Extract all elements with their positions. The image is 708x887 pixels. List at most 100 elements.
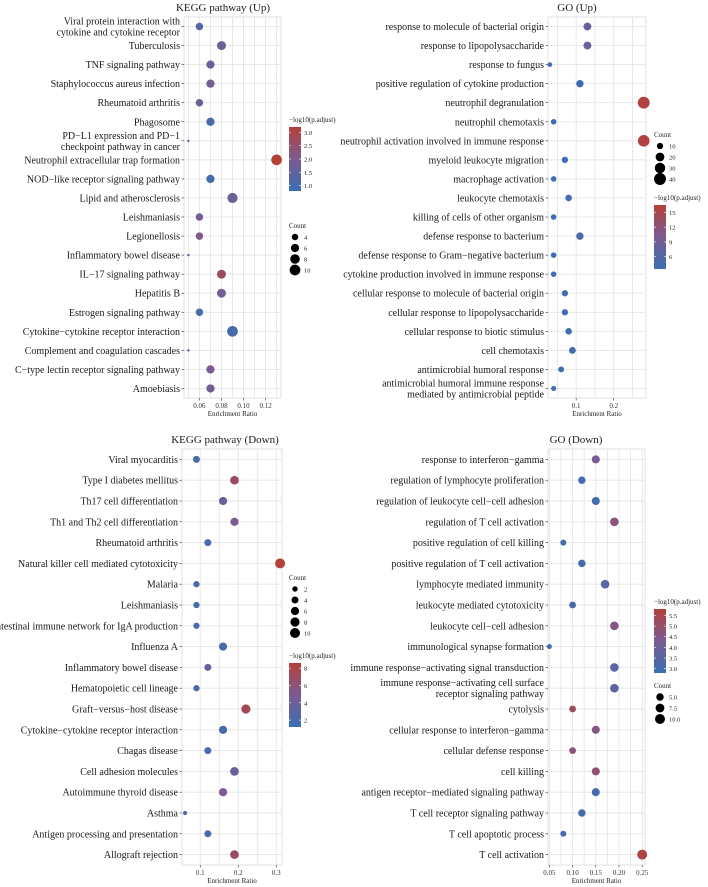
size-legend-dot xyxy=(290,628,300,638)
category-label: Intestinal immune network for IgA produc… xyxy=(0,621,178,632)
category-label-line: IL−17 signaling pathway xyxy=(79,270,180,281)
category-label-line: Hematopoietic cell lineage xyxy=(71,684,179,695)
color-legend-label: 9 xyxy=(669,239,672,246)
data-point xyxy=(195,308,204,317)
category-label: response to fungus xyxy=(469,60,544,71)
chart-title: KEGG pathway (Down) xyxy=(171,434,279,446)
category-label: immune response−activating signal transd… xyxy=(350,663,544,674)
category-label: cellular response to biotic stimulus xyxy=(405,327,545,338)
size-legend-dot xyxy=(290,254,300,264)
category-label: Asthma xyxy=(147,809,179,820)
category-label-line: cell chemotaxis xyxy=(482,346,545,357)
category-label: Lipid and atherosclerosis xyxy=(79,193,180,204)
data-point xyxy=(591,725,600,734)
category-label-line: Complement and coagulation cascades xyxy=(25,346,180,357)
color-legend-label: 2 xyxy=(304,718,307,725)
size-legend-label: 2 xyxy=(304,587,307,594)
category-label: positive regulation of cytokine producti… xyxy=(376,79,544,90)
category-label-line: antimicrobial humoral response xyxy=(417,365,544,376)
category-label-line: Leishmaniasis xyxy=(121,601,178,612)
category-label-line: TNF signaling pathway xyxy=(86,60,180,71)
color-legend-label: 4.5 xyxy=(669,634,677,641)
size-legend-dot xyxy=(290,243,300,253)
category-label: C−type lectin receptor signaling pathway xyxy=(15,365,180,376)
category-label: leukocyte cell−cell adhesion xyxy=(430,621,544,632)
data-point xyxy=(610,683,619,693)
category-label-line: response to interferon−gamma xyxy=(422,455,545,466)
category-label-line: neutrophil degranulation xyxy=(445,98,544,109)
category-label: positive regulation of cell killing xyxy=(413,538,544,549)
color-legend-title: −log10(p.adjust) xyxy=(654,194,701,202)
category-label: Tuberculosis xyxy=(129,41,180,52)
category-label: regulation of T cell activation xyxy=(426,517,544,528)
size-legend-dot xyxy=(654,173,666,185)
category-label-line: cellular response to molecule of bacteri… xyxy=(353,289,544,300)
size-legend-dot xyxy=(290,606,300,616)
data-point xyxy=(578,559,586,568)
color-legend-label: 2.5 xyxy=(304,143,312,150)
category-label-line: Asthma xyxy=(147,809,179,820)
category-label-line: cytolysis xyxy=(508,705,544,716)
category-label-line: Th1 and Th2 cell differentiation xyxy=(50,517,178,528)
category-label: Malaria xyxy=(147,580,179,591)
data-point xyxy=(569,705,576,713)
data-point xyxy=(591,455,600,464)
category-label: cell killing xyxy=(501,767,544,778)
category-label-line: response to molecule of bacterial origin xyxy=(385,22,544,33)
data-point xyxy=(578,809,586,817)
color-legend-label: 1.0 xyxy=(304,183,312,190)
color-legend-label: 15 xyxy=(669,210,676,217)
data-point xyxy=(195,98,204,107)
category-label: Leishmaniasis xyxy=(121,601,178,612)
category-label-line: defense response to bacterium xyxy=(423,232,544,243)
category-label: Autoimmune thyroid disease xyxy=(62,788,178,799)
category-label: T cell apoptotic process xyxy=(449,829,544,840)
category-label: Antigen processing and presentation xyxy=(32,829,178,840)
category-label-line: Graft−versus−host disease xyxy=(72,705,179,716)
color-legend-label: 12 xyxy=(669,225,676,232)
category-label: IL−17 signaling pathway xyxy=(79,270,180,281)
data-point xyxy=(230,767,239,776)
data-point xyxy=(206,365,215,374)
data-point xyxy=(195,232,204,240)
category-label-line: response to lipopolysaccharide xyxy=(421,41,545,52)
category-label: neutrophil degranulation xyxy=(445,98,544,109)
data-point xyxy=(546,644,552,650)
category-label-line: T cell activation xyxy=(479,850,544,861)
category-label-line: immunological synapse formation xyxy=(407,642,544,653)
category-label-line: regulation of lymphocyte proliferation xyxy=(390,476,544,487)
plot-area xyxy=(547,16,647,399)
data-point xyxy=(578,476,586,484)
category-label: Hepatitis B xyxy=(135,289,181,300)
size-legend-dot xyxy=(291,596,299,604)
size-legend-dot xyxy=(655,703,665,713)
data-point xyxy=(637,135,650,147)
category-label-line: Leishmaniasis xyxy=(123,213,180,224)
x-tick-label: 0.20 xyxy=(613,869,626,877)
category-label: TNF signaling pathway xyxy=(86,60,180,71)
color-legend-title: −log10(p.adjust) xyxy=(289,652,336,660)
category-label: Cytokine−cytokine receptor interaction xyxy=(21,725,178,736)
data-point xyxy=(206,384,215,393)
category-label: Th1 and Th2 cell differentiation xyxy=(50,517,178,528)
data-point xyxy=(204,830,212,838)
category-label: Cell adhesion molecules xyxy=(80,767,178,778)
size-legend-title: Count xyxy=(289,574,306,582)
category-label-line: Viral protein interaction with xyxy=(64,17,180,28)
color-legend-label: 4 xyxy=(304,700,308,707)
data-point xyxy=(204,663,212,671)
category-label: NOD−like receptor signaling pathway xyxy=(27,174,180,185)
category-label-line: Rheumatoid arthritis xyxy=(98,98,181,109)
category-label-line: cellular response to lipopolysaccharide xyxy=(388,308,544,319)
data-point xyxy=(187,253,190,257)
category-label: Leishmaniasis xyxy=(123,213,180,224)
data-point xyxy=(230,475,239,485)
x-tick-label: 0.10 xyxy=(237,402,250,410)
size-legend-label: 20 xyxy=(669,155,676,162)
chart-panel-1: KEGG pathway (Up) Viral protein interacti… xyxy=(15,2,336,418)
size-legend-label: 6 xyxy=(304,609,308,616)
data-point xyxy=(637,96,650,109)
color-legend-label: 2.0 xyxy=(304,157,312,164)
size-legend-dot xyxy=(290,617,300,627)
